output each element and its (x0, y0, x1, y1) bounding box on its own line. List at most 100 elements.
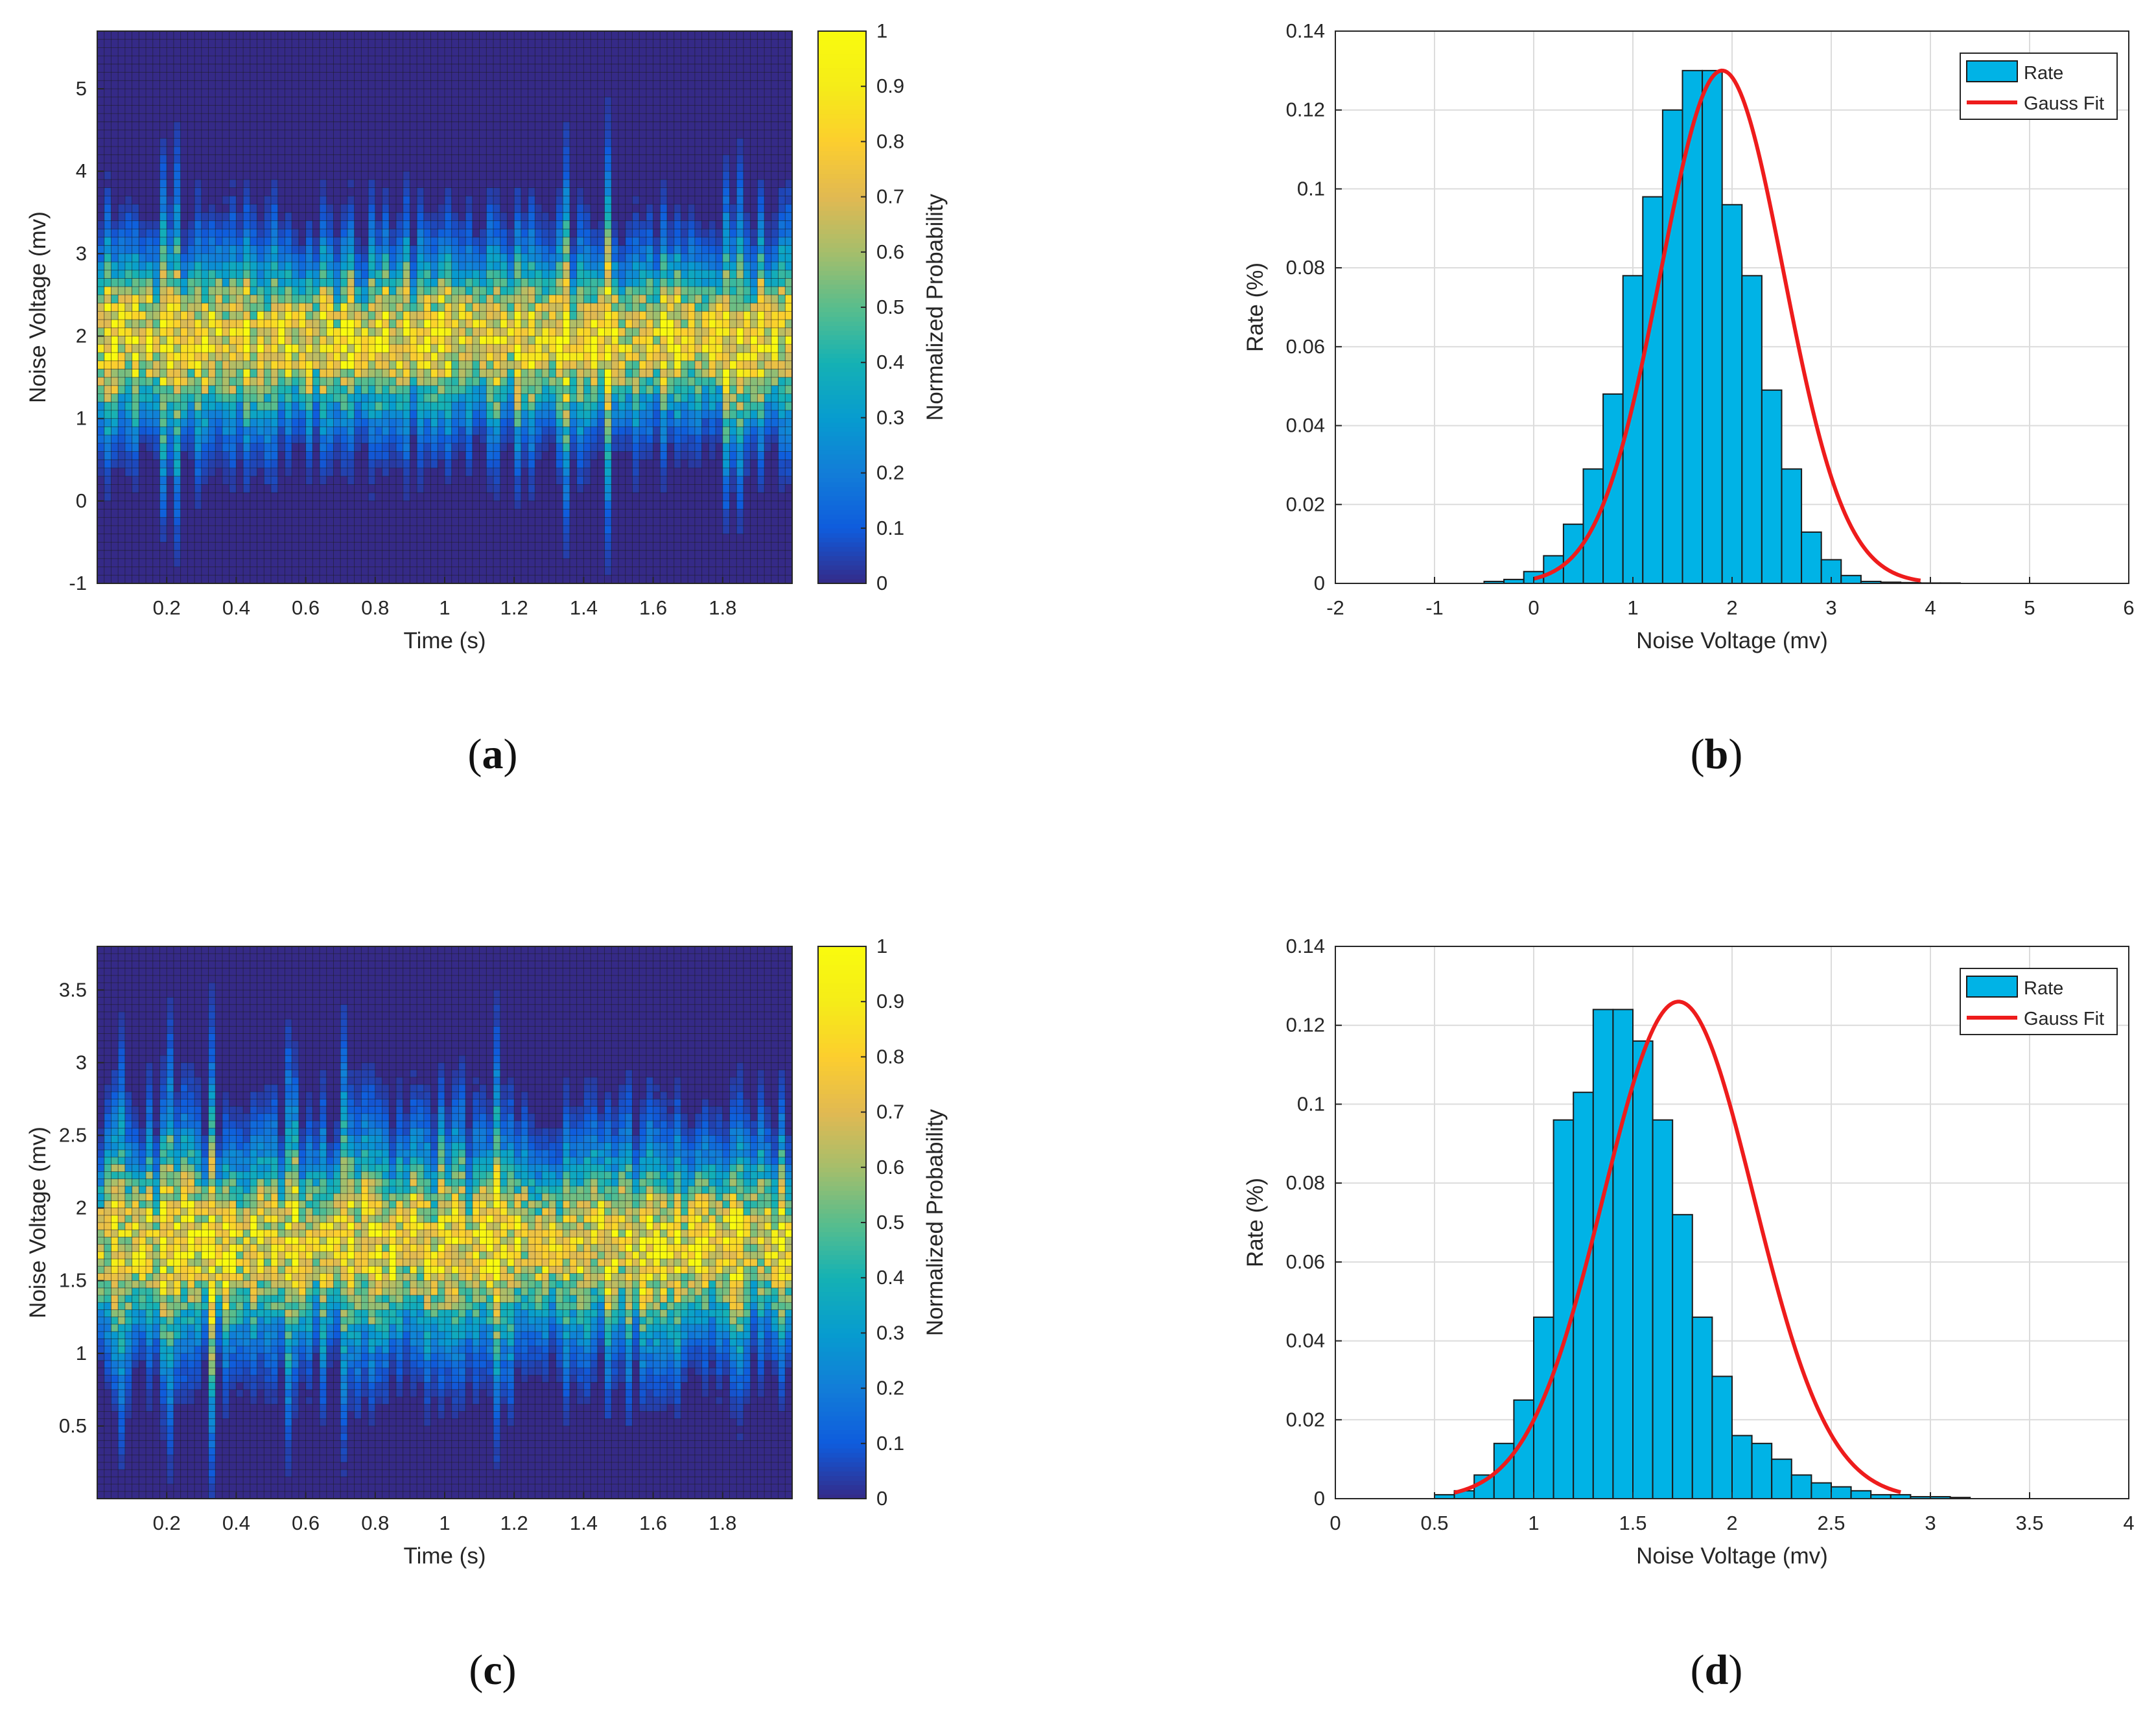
heatmap-cell (124, 1223, 132, 1230)
heatmap-cell (465, 418, 473, 427)
heatmap-cell (292, 1346, 299, 1353)
heatmap-cell (591, 410, 598, 419)
heatmap-cell (514, 327, 521, 336)
heatmap-cell (173, 1273, 181, 1281)
heatmap-cell (104, 1092, 111, 1099)
heatmap-cell (298, 278, 306, 287)
heatmap-cell (674, 369, 681, 378)
heatmap-cell (208, 327, 216, 336)
heatmap-cell (576, 344, 584, 353)
heatmap-cell (201, 1309, 209, 1317)
heatmap-cell (514, 410, 521, 419)
heatmap-cell (395, 245, 403, 254)
heatmap-cell (187, 1389, 195, 1398)
heatmap-cell (445, 294, 452, 303)
heatmap-cell (229, 245, 237, 254)
heatmap-cell (430, 311, 438, 320)
heatmap-cell (423, 311, 431, 320)
heatmap-cell (298, 303, 306, 312)
heatmap-cell (222, 311, 229, 320)
heatmap-cell (583, 303, 591, 312)
heatmap-cell (479, 352, 487, 361)
heatmap-cell (159, 1142, 167, 1150)
heatmap-cell (180, 1389, 188, 1398)
heatmap-cell (118, 1070, 125, 1077)
heatmap-cell (167, 1346, 174, 1353)
heatmap-cell (236, 229, 244, 237)
heatmap-cell (709, 418, 716, 427)
heatmap-cell (333, 278, 341, 287)
heatmap-cell (389, 270, 396, 279)
heatmap-cell (146, 1295, 153, 1303)
heatmap-cell (548, 360, 556, 369)
heatmap-cell (118, 237, 125, 246)
heatmap-cell (167, 1382, 174, 1390)
heatmap-cell (173, 320, 181, 328)
heatmap-cell (451, 278, 459, 287)
heatmap-cell (514, 287, 521, 295)
heatmap-cell (611, 427, 618, 436)
heatmap-cell (285, 1331, 292, 1339)
heatmap-cell (104, 1164, 111, 1172)
heatmap-cell (542, 435, 549, 443)
heatmap-cell (604, 97, 612, 106)
heatmap-cell (271, 410, 278, 419)
colorbar-segment (818, 385, 866, 391)
heatmap-cell (285, 1237, 292, 1245)
heatmap-cell (167, 1142, 174, 1150)
heatmap-cell (486, 278, 494, 287)
heatmap-cell (132, 1135, 139, 1143)
heatmap-cell (479, 435, 487, 443)
heatmap-cell (535, 427, 543, 436)
heatmap-cell (382, 287, 390, 295)
heatmap-cell (750, 311, 758, 320)
heatmap-cell (743, 278, 751, 287)
heatmap-cell (417, 262, 424, 270)
heatmap-cell (563, 533, 570, 543)
heatmap-cell (139, 1353, 146, 1361)
heatmap-cell (118, 212, 125, 221)
heatmap-cell (180, 402, 188, 410)
heatmap-cell (285, 1149, 292, 1158)
heatmap-cell (97, 1186, 104, 1194)
heatmap-cell (597, 369, 605, 378)
heatmap-cell (604, 427, 612, 436)
heatmap-cell (111, 270, 119, 279)
heatmap-cell (97, 1266, 104, 1274)
heatmap-cell (139, 270, 146, 279)
heatmap-cell (403, 460, 410, 468)
heatmap-cell (438, 262, 445, 270)
heatmap-cell (556, 327, 563, 336)
heatmap-cell (292, 1164, 299, 1172)
heatmap-cell (778, 196, 786, 205)
heatmap-cell (285, 1455, 292, 1462)
heatmap-cell (757, 336, 765, 345)
heatmap-cell (507, 344, 515, 353)
heatmap-cell (465, 435, 473, 443)
heatmap-cell (535, 393, 543, 403)
heatmap-cell (514, 418, 521, 427)
heatmap-cell (507, 360, 515, 369)
heatmap-cell (250, 212, 257, 221)
heatmap-cell (743, 245, 751, 254)
heatmap-cell (354, 393, 362, 403)
heatmap-cell (285, 427, 292, 436)
heatmap-cell (111, 1135, 119, 1143)
heatmap-cell (423, 270, 431, 279)
heatmap-cell (132, 1230, 139, 1237)
heatmap-cell (250, 336, 257, 345)
heatmap-cell (361, 278, 369, 287)
heatmap-cell (124, 1178, 132, 1186)
heatmap-cell (187, 1273, 195, 1281)
heatmap-cell (625, 402, 633, 410)
heatmap-cell (591, 253, 598, 263)
heatmap-cell (243, 427, 250, 436)
heatmap-cell (542, 327, 549, 336)
heatmap-cell (750, 402, 758, 410)
heatmap-cell (250, 1092, 257, 1099)
heatmap-cell (104, 1178, 111, 1186)
heatmap-cell (716, 311, 723, 320)
heatmap-cell (111, 1375, 119, 1383)
heatmap-cell (632, 360, 640, 369)
heatmap-cell (271, 179, 278, 188)
